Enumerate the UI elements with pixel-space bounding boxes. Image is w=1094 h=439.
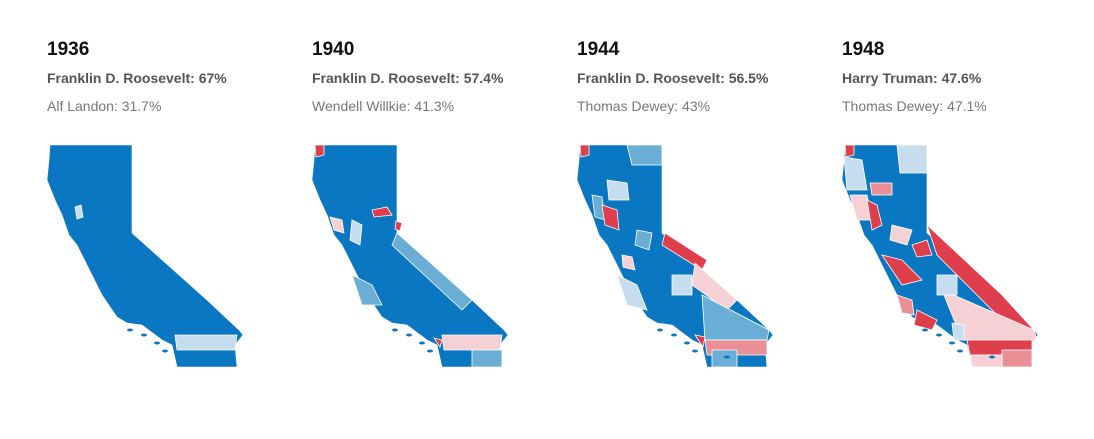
county — [349, 219, 363, 246]
winner: Franklin D. Roosevelt: 57.4% — [312, 70, 504, 86]
county — [351, 274, 383, 306]
county — [433, 337, 443, 348]
election-panel: 1948 Harry Truman: 47.6% Thomas Dewey: 47.… — [841, 39, 1039, 368]
county — [911, 239, 933, 258]
county — [711, 349, 738, 368]
california-map — [311, 144, 509, 368]
year: 1948 — [842, 39, 884, 60]
island — [392, 328, 398, 332]
county — [329, 216, 345, 234]
county — [394, 220, 403, 232]
county — [869, 182, 893, 196]
county — [951, 322, 965, 341]
county — [314, 144, 325, 158]
winner: Harry Truman: 47.6% — [842, 70, 982, 86]
year: 1940 — [312, 39, 354, 60]
county — [391, 232, 473, 311]
county — [174, 334, 238, 351]
runner-up: Thomas Dewey: 43% — [577, 98, 710, 114]
runner-up: Alf Landon: 31.7% — [47, 98, 161, 114]
island — [671, 333, 677, 337]
county — [441, 334, 503, 351]
island — [949, 341, 955, 345]
election-panel: 1944 Franklin D. Roosevelt: 56.5% Thomas D… — [576, 39, 774, 368]
island — [657, 328, 663, 332]
county — [579, 144, 590, 158]
island — [684, 341, 690, 345]
state-outline — [46, 144, 244, 368]
county — [626, 144, 663, 166]
winner: Franklin D. Roosevelt: 67% — [47, 70, 227, 86]
winner: Franklin D. Roosevelt: 56.5% — [577, 70, 769, 86]
election-panel: 1936 Franklin D. Roosevelt: 67% Alf Landon… — [46, 39, 244, 368]
island — [419, 341, 425, 345]
island — [957, 349, 963, 353]
california-map — [841, 144, 1039, 368]
county — [896, 294, 915, 316]
county — [671, 274, 693, 296]
island — [936, 333, 942, 337]
county — [969, 354, 1003, 368]
county — [616, 274, 648, 311]
county — [1001, 349, 1033, 368]
california-map — [576, 144, 774, 368]
runner-up: Thomas Dewey: 47.1% — [842, 98, 987, 114]
island — [459, 355, 465, 359]
runner-up: Wendell Willkie: 41.3% — [312, 98, 454, 114]
island — [141, 333, 147, 337]
county — [866, 199, 883, 231]
california-map — [46, 144, 244, 368]
county — [471, 349, 503, 368]
county — [896, 144, 928, 174]
island — [127, 328, 133, 332]
county — [74, 204, 84, 220]
island — [406, 333, 412, 337]
election-panel: 1940 Franklin D. Roosevelt: 57.4% Wendell … — [311, 39, 509, 368]
island — [154, 341, 160, 345]
county — [881, 254, 923, 286]
county — [843, 156, 868, 191]
county — [634, 229, 653, 251]
year: 1936 — [47, 39, 89, 60]
island — [162, 349, 168, 353]
county — [844, 144, 855, 158]
county — [621, 254, 636, 271]
island — [692, 349, 698, 353]
island — [989, 355, 995, 359]
island — [427, 349, 433, 353]
island — [922, 328, 928, 332]
county — [913, 309, 938, 331]
county — [601, 204, 620, 231]
island — [194, 355, 200, 359]
county — [694, 334, 706, 349]
county — [606, 179, 630, 201]
year: 1944 — [577, 39, 620, 60]
island — [724, 355, 730, 359]
county — [936, 274, 958, 296]
county — [371, 206, 393, 218]
county — [889, 224, 913, 246]
